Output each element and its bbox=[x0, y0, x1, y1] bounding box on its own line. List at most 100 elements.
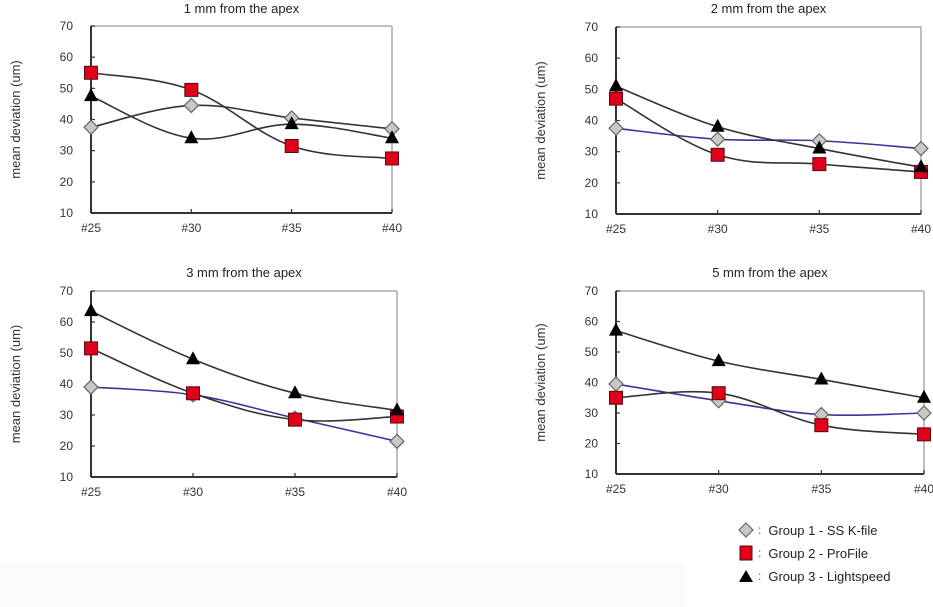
marker-square-c3-p2 bbox=[186, 386, 200, 401]
legend-item-group-1: : Group 1 - SS K-file bbox=[738, 519, 933, 541]
marker-square-c3-p3 bbox=[288, 412, 302, 427]
x-tick-label: #30 bbox=[709, 482, 729, 496]
series-line-triangle bbox=[615, 329, 925, 399]
y-tick-label: 10 bbox=[60, 206, 74, 220]
x-tick-label: #30 bbox=[708, 222, 728, 236]
y-tick-label: 10 bbox=[60, 470, 74, 484]
y-axis-label: mean deviation (um) bbox=[8, 325, 23, 444]
diamond-marker-icon bbox=[738, 522, 754, 538]
chart-title: 5 mm from the apex bbox=[712, 265, 828, 280]
y-tick-label: 70 bbox=[60, 19, 74, 33]
marker-triangle-c4-p3 bbox=[814, 371, 829, 385]
y-tick-label: 40 bbox=[585, 376, 599, 390]
series-line-diamond bbox=[90, 104, 393, 130]
marker-triangle-c2-p1 bbox=[609, 78, 623, 92]
marker-triangle-c3-p4 bbox=[390, 402, 404, 416]
chart-2: 2 mm from the apex mean deviation (um) 10 2… bbox=[533, 1, 931, 236]
y-tick-label: 10 bbox=[585, 467, 599, 481]
series-line-diamond bbox=[90, 386, 398, 443]
marker-diamond-c2-p1 bbox=[608, 120, 624, 137]
marker-square-c4-p2 bbox=[711, 386, 726, 401]
bottom-band bbox=[0, 562, 685, 607]
marker-diamond-c3-p4 bbox=[389, 433, 405, 450]
y-tick-label: 70 bbox=[585, 284, 599, 298]
marker-triangle-c3-p1 bbox=[84, 303, 98, 317]
marker-triangle-c1-p1 bbox=[84, 88, 98, 102]
legend-item-group-2: : Group 2 - ProFile bbox=[738, 542, 933, 564]
y-tick-label: 60 bbox=[60, 50, 74, 64]
y-tick-label: 50 bbox=[585, 82, 599, 96]
y-tick-label: 40 bbox=[60, 377, 74, 391]
y-axis-label: mean deviation (um) bbox=[8, 60, 23, 179]
marker-square-c2-p2 bbox=[710, 147, 725, 162]
legend-item-group-3: : Group 3 - Lightspeed bbox=[738, 565, 933, 587]
marker-square-c1-p4 bbox=[385, 151, 399, 166]
square-marker-icon bbox=[738, 545, 754, 561]
chart-4: 5 mm from the apex mean deviation (um) 10 2… bbox=[533, 265, 933, 496]
y-tick-label: 50 bbox=[60, 346, 74, 360]
y-tick-label: 30 bbox=[585, 145, 599, 159]
marker-square-c2-p1 bbox=[609, 91, 623, 106]
y-tick-label: 20 bbox=[585, 437, 599, 451]
marker-square-c3-p1 bbox=[84, 341, 98, 356]
x-tick-label: #35 bbox=[282, 221, 302, 235]
legend: : Group 1 - SS K-file : Group 2 - ProFil… bbox=[738, 519, 933, 588]
marker-triangle-c1-p2 bbox=[184, 130, 199, 144]
y-axis-label: mean deviation (um) bbox=[533, 323, 548, 442]
legend-separator: : bbox=[758, 546, 762, 560]
marker-square-c2-p3 bbox=[812, 157, 827, 172]
series-line-square bbox=[615, 97, 922, 173]
marker-diamond-c3-p1 bbox=[83, 379, 99, 395]
marker-diamond-c1-p2 bbox=[183, 97, 200, 114]
marker-square-c1-p3 bbox=[284, 138, 299, 153]
marker-square-c1-p2 bbox=[184, 82, 199, 97]
marker-square-c4-p4 bbox=[917, 427, 931, 442]
chart-title: 2 mm from the apex bbox=[711, 1, 827, 16]
x-tick-label: #40 bbox=[382, 221, 402, 235]
y-axis-label: mean deviation (um) bbox=[533, 61, 548, 180]
y-tick-label: 60 bbox=[585, 315, 599, 329]
x-tick-label: #40 bbox=[387, 485, 407, 499]
y-tick-label: 30 bbox=[585, 406, 599, 420]
x-tick-label: #35 bbox=[811, 482, 831, 496]
series-line-square bbox=[90, 71, 393, 160]
chart-1: 1 mm from the apex mean deviation (um) 10 2… bbox=[8, 1, 402, 235]
chart-3: 3 mm from the apex mean deviation (um) 10 2… bbox=[8, 265, 407, 499]
y-tick-label: 20 bbox=[60, 439, 74, 453]
series-line-triangle bbox=[90, 95, 393, 140]
marker-diamond-c4-p1 bbox=[608, 376, 624, 392]
marker-triangle-c2-p2 bbox=[710, 118, 725, 132]
marker-square-c4-p1 bbox=[609, 390, 623, 405]
legend-label: Group 1 - SS K-file bbox=[768, 522, 878, 538]
x-tick-label: #30 bbox=[181, 221, 201, 235]
marker-diamond-c4-p4 bbox=[916, 405, 932, 421]
marker-square-c1-p1 bbox=[84, 65, 98, 80]
y-tick-label: 50 bbox=[60, 81, 74, 95]
y-tick-label: 50 bbox=[585, 345, 599, 359]
series-line-square bbox=[615, 390, 925, 436]
x-tick-label: #40 bbox=[914, 482, 933, 496]
y-tick-label: 70 bbox=[60, 284, 74, 298]
x-tick-label: #25 bbox=[606, 222, 626, 236]
x-tick-label: #40 bbox=[911, 222, 931, 236]
legend-separator: : bbox=[758, 523, 762, 537]
y-tick-label: 30 bbox=[60, 408, 74, 422]
x-tick-label: #25 bbox=[606, 482, 626, 496]
legend-separator: : bbox=[758, 569, 762, 583]
y-tick-label: 40 bbox=[585, 114, 599, 128]
y-tick-label: 40 bbox=[60, 113, 74, 127]
marker-diamond-c2-p4 bbox=[913, 140, 929, 157]
y-tick-label: 20 bbox=[60, 175, 74, 189]
x-tick-label: #25 bbox=[81, 221, 101, 235]
marker-triangle-c2-p3 bbox=[812, 140, 827, 154]
x-tick-label: #30 bbox=[183, 485, 203, 499]
series-line-square bbox=[90, 347, 398, 422]
triangle-marker-icon bbox=[738, 568, 754, 584]
marker-triangle-c4-p1 bbox=[609, 322, 623, 336]
series-line-triangle bbox=[90, 310, 398, 412]
marker-triangle-c2-p4 bbox=[914, 159, 928, 173]
marker-triangle-c3-p2 bbox=[186, 351, 200, 365]
marker-square-c4-p3 bbox=[814, 418, 829, 433]
marker-triangle-c1-p4 bbox=[385, 130, 399, 144]
